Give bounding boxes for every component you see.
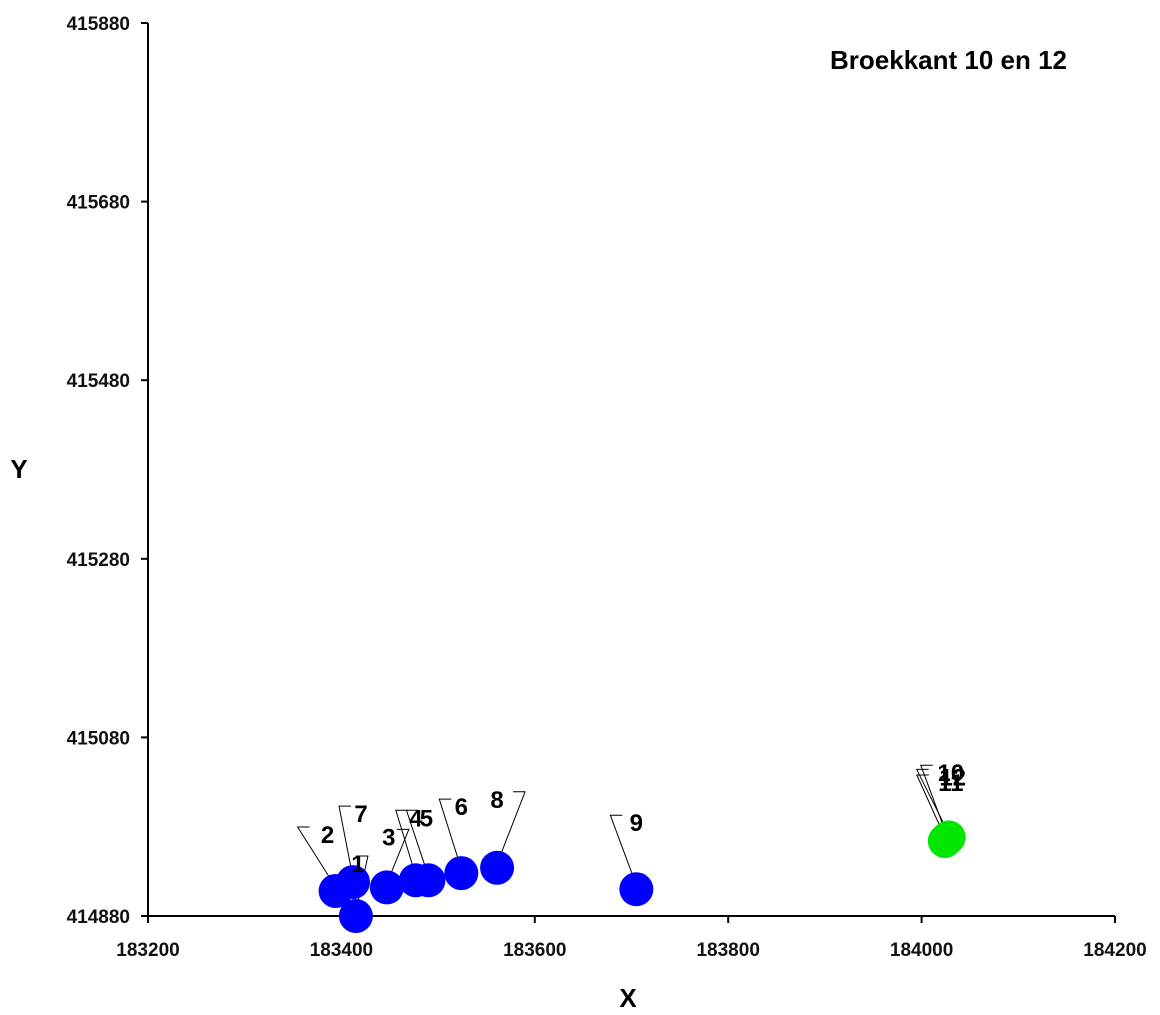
point-label-11: 11 <box>938 770 963 797</box>
data-point-1 <box>338 899 373 933</box>
data-point-5 <box>411 863 446 898</box>
y-axis-title: Y <box>10 454 27 484</box>
leader-line-12 <box>915 768 950 834</box>
leader-line-4 <box>395 809 417 877</box>
point-label-12: 12 <box>939 764 966 791</box>
leader-line-2 <box>296 826 337 888</box>
x-tick-label: 184000 <box>890 940 953 961</box>
label-leader-lines <box>296 764 950 913</box>
x-axis-title: X <box>619 983 637 1013</box>
data-point-7 <box>336 865 371 900</box>
y-tick-label: 415480 <box>67 371 130 392</box>
leader-line-3 <box>386 828 410 884</box>
x-tick-label: 183600 <box>503 940 566 961</box>
leader-line-7 <box>338 805 354 879</box>
y-tick-label: 415880 <box>67 14 130 35</box>
leader-line-5 <box>405 809 429 877</box>
x-tick-label: 183200 <box>116 940 179 961</box>
point-label-10: 10 <box>937 760 964 787</box>
point-label-8: 8 <box>490 787 503 814</box>
point-label-3: 3 <box>382 824 395 851</box>
point-label-2: 2 <box>321 822 334 849</box>
point-label-5: 5 <box>420 805 433 832</box>
y-tick-label: 415680 <box>67 193 130 214</box>
leader-line-9 <box>609 814 637 886</box>
chart-title: Broekkant 10 en 12 <box>830 45 1067 75</box>
leader-line-8 <box>496 791 526 864</box>
plot-area <box>147 23 1115 917</box>
x-axis-ticks: 183200 183400 183600 183800 184000 184200 <box>116 916 1147 961</box>
data-point-3 <box>369 870 404 905</box>
point-label-1: 1 <box>351 851 364 878</box>
data-points <box>318 820 966 933</box>
point-label-6: 6 <box>455 794 468 821</box>
data-point-6 <box>444 856 479 891</box>
data-point-8 <box>480 850 515 885</box>
y-tick-label: 415280 <box>67 550 130 571</box>
y-axis-ticks: 414880 415080 415280 415480 415680 415880 <box>67 14 148 928</box>
point-label-9: 9 <box>630 810 643 837</box>
point-label-4: 4 <box>409 805 423 832</box>
y-tick-label: 415080 <box>67 728 130 749</box>
x-tick-label: 184200 <box>1083 940 1146 961</box>
point-label-7: 7 <box>354 801 367 828</box>
data-point-9 <box>619 872 654 907</box>
x-tick-label: 183400 <box>310 940 373 961</box>
leader-line-11 <box>916 774 946 838</box>
y-tick-label: 414880 <box>67 907 130 928</box>
leader-line-6 <box>438 798 462 870</box>
x-tick-label: 183800 <box>696 940 759 961</box>
data-point-12 <box>931 820 966 855</box>
